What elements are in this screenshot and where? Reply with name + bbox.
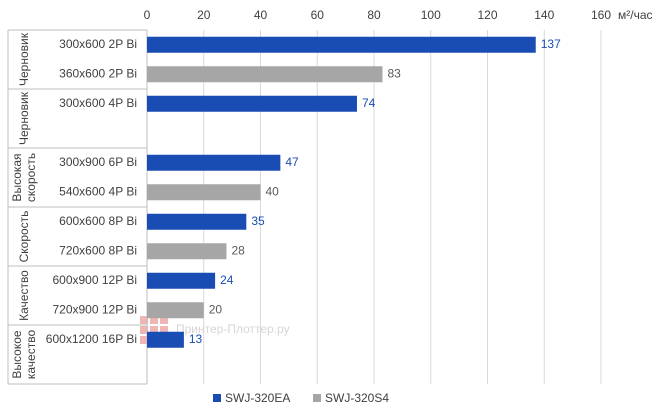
x-tick-label: 100 bbox=[421, 8, 441, 22]
value-label: 74 bbox=[362, 96, 376, 110]
watermark-square bbox=[160, 326, 168, 334]
x-tick-label: 60 bbox=[311, 8, 325, 22]
group-label: Скорость bbox=[17, 211, 31, 263]
x-tick-label: 140 bbox=[534, 8, 554, 22]
x-tick-label: 80 bbox=[367, 8, 381, 22]
x-tick-label: 160 bbox=[591, 8, 611, 22]
legend-label: SWJ-320EA bbox=[225, 391, 290, 405]
bar bbox=[147, 154, 281, 171]
y-tick-label: 600x600 8P Bi bbox=[59, 214, 137, 228]
value-label: 137 bbox=[541, 37, 561, 51]
value-label: 40 bbox=[266, 184, 280, 198]
y-tick-label: 360x600 2P Bi bbox=[59, 66, 137, 80]
watermark-square bbox=[150, 316, 158, 324]
value-label: 24 bbox=[220, 273, 234, 287]
y-tick-label: 600x1200 16P Bi bbox=[46, 332, 137, 346]
x-tick-label: 40 bbox=[254, 8, 268, 22]
y-tick-label: 300x600 4P Bi bbox=[59, 96, 137, 110]
bar bbox=[147, 272, 216, 289]
group-label: Высокаяскорость bbox=[10, 153, 38, 202]
bar bbox=[147, 213, 247, 230]
bar bbox=[147, 95, 357, 112]
legend-swatch bbox=[213, 394, 221, 402]
y-tick-label: 600x900 12P Bi bbox=[52, 273, 137, 287]
value-label: 83 bbox=[388, 66, 402, 80]
x-tick-label: 0 bbox=[144, 8, 151, 22]
watermark-square bbox=[140, 316, 148, 324]
y-tick-label: 720x600 8P Bi bbox=[59, 243, 137, 257]
x-tick-label: 120 bbox=[477, 8, 497, 22]
watermark-square bbox=[140, 336, 148, 344]
group-label: Качество bbox=[17, 270, 31, 321]
bar bbox=[147, 243, 227, 260]
value-label: 47 bbox=[285, 155, 299, 169]
watermark-square bbox=[150, 326, 158, 334]
group-label: Черновик bbox=[17, 32, 31, 86]
y-tick-label: 540x600 4P Bi bbox=[59, 184, 137, 198]
group-label: Черновик bbox=[17, 91, 31, 145]
watermark: Принтер-Плоттер.ру bbox=[176, 322, 290, 336]
y-tick-label: 300x900 6P Bi bbox=[59, 155, 137, 169]
group-label: Высокоекачество bbox=[10, 330, 38, 380]
value-label: 20 bbox=[209, 302, 223, 316]
value-label: 28 bbox=[231, 243, 245, 257]
value-label: 13 bbox=[189, 332, 203, 346]
watermark-square bbox=[140, 326, 148, 334]
watermark-square bbox=[160, 316, 168, 324]
legend-label: SWJ-320S4 bbox=[325, 391, 389, 405]
bar bbox=[147, 331, 184, 348]
y-tick-label: 300x600 2P Bi bbox=[59, 37, 137, 51]
legend-swatch bbox=[313, 394, 321, 402]
bar bbox=[147, 184, 261, 201]
bar bbox=[147, 66, 383, 83]
y-tick-label: 720x900 12P Bi bbox=[52, 302, 137, 316]
value-label: 35 bbox=[251, 214, 265, 228]
x-tick-label: 20 bbox=[197, 8, 211, 22]
bar bbox=[147, 36, 536, 53]
x-unit: м²/час bbox=[618, 8, 653, 22]
bar bbox=[147, 302, 204, 319]
